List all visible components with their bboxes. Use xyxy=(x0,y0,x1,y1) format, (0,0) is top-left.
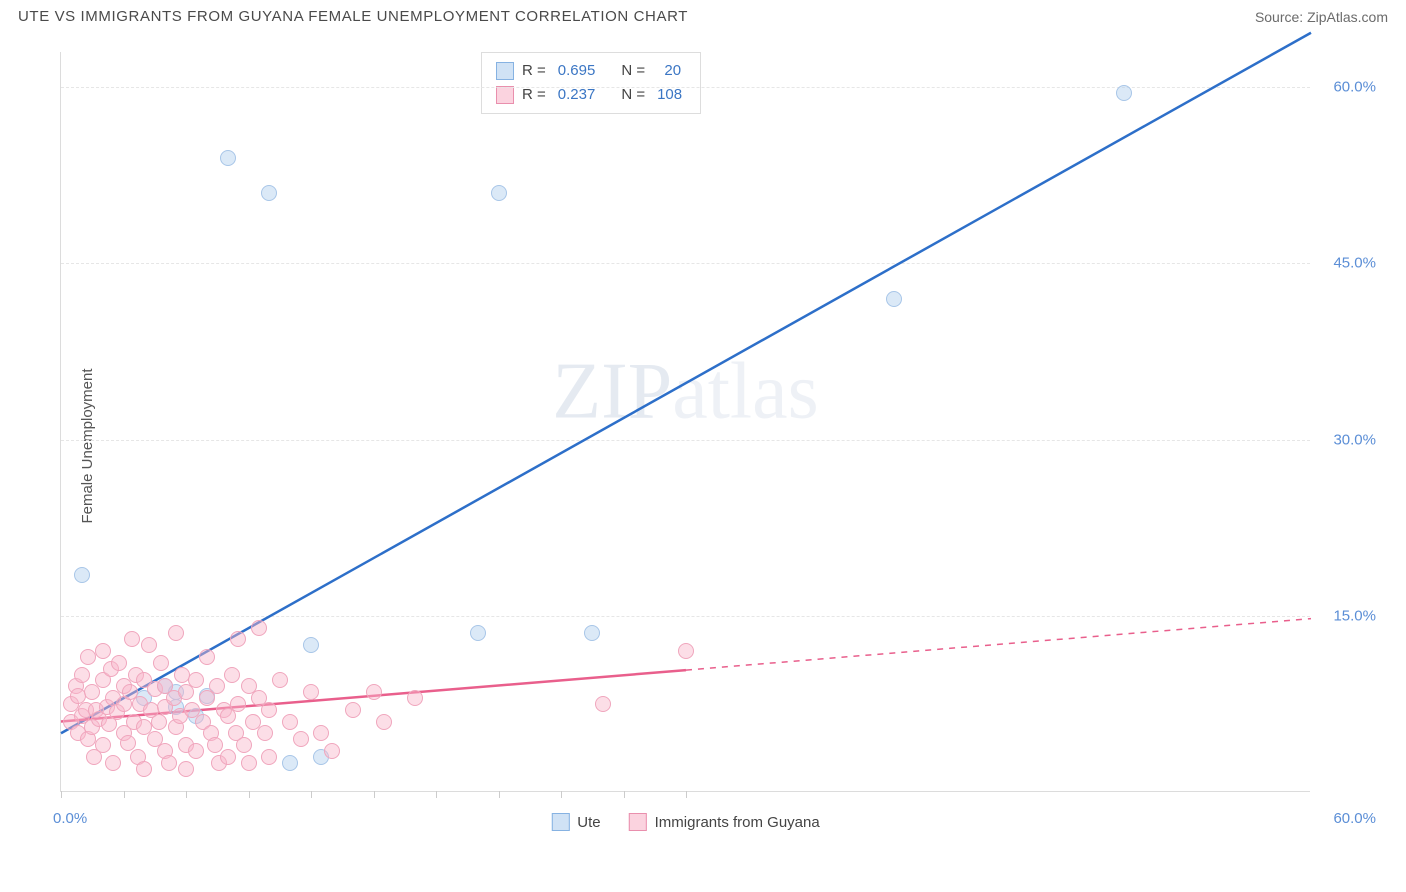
data-point xyxy=(678,643,694,659)
data-point xyxy=(366,684,382,700)
data-point xyxy=(151,714,167,730)
regression-line-guyana-dashed xyxy=(686,619,1311,670)
chart-header: UTE VS IMMIGRANTS FROM GUYANA FEMALE UNE… xyxy=(0,0,1406,31)
data-point xyxy=(136,761,152,777)
data-point xyxy=(120,735,136,751)
data-point xyxy=(105,755,121,771)
data-point xyxy=(595,696,611,712)
y-tick-label: 15.0% xyxy=(1333,607,1376,624)
data-point xyxy=(261,702,277,718)
data-point xyxy=(141,637,157,653)
data-point xyxy=(95,643,111,659)
data-point xyxy=(111,655,127,671)
data-point xyxy=(74,667,90,683)
legend-item: Ute xyxy=(551,813,600,831)
x-tick xyxy=(311,791,312,798)
x-origin-label: 0.0% xyxy=(53,810,87,827)
x-tick xyxy=(249,791,250,798)
data-point xyxy=(199,649,215,665)
data-point xyxy=(80,649,96,665)
data-point xyxy=(470,625,486,641)
data-point xyxy=(491,185,507,201)
x-tick xyxy=(61,791,62,798)
data-point xyxy=(251,620,267,636)
x-end-label: 60.0% xyxy=(1333,810,1376,827)
series-legend: Ute Immigrants from Guyana xyxy=(551,813,819,831)
chart-title: UTE VS IMMIGRANTS FROM GUYANA FEMALE UNE… xyxy=(18,8,688,25)
chart-area: Female Unemployment ZIPatlas R = 0.695 N… xyxy=(18,42,1388,850)
x-tick xyxy=(374,791,375,798)
legend-label: Immigrants from Guyana xyxy=(655,814,820,831)
x-tick xyxy=(436,791,437,798)
data-point xyxy=(74,567,90,583)
data-point xyxy=(168,625,184,641)
chart-source: Source: ZipAtlas.com xyxy=(1255,9,1388,25)
swatch-pink xyxy=(629,813,647,831)
data-point xyxy=(1116,85,1132,101)
legend-label: Ute xyxy=(577,814,600,831)
data-point xyxy=(178,761,194,777)
data-point xyxy=(376,714,392,730)
data-point xyxy=(886,291,902,307)
swatch-blue xyxy=(551,813,569,831)
x-tick xyxy=(561,791,562,798)
data-point xyxy=(95,737,111,753)
data-point xyxy=(153,655,169,671)
data-point xyxy=(282,714,298,730)
x-tick xyxy=(624,791,625,798)
legend-item: Immigrants from Guyana xyxy=(629,813,820,831)
data-point xyxy=(324,743,340,759)
x-tick xyxy=(499,791,500,798)
plot-area: ZIPatlas R = 0.695 N = 20 R = 0.237 N = … xyxy=(60,52,1310,792)
x-tick xyxy=(686,791,687,798)
data-point xyxy=(230,696,246,712)
data-point xyxy=(261,749,277,765)
data-point xyxy=(220,749,236,765)
data-point xyxy=(161,755,177,771)
data-point xyxy=(224,667,240,683)
y-tick-label: 45.0% xyxy=(1333,255,1376,272)
x-tick xyxy=(186,791,187,798)
data-point xyxy=(282,755,298,771)
data-point xyxy=(293,731,309,747)
x-tick xyxy=(124,791,125,798)
regression-line-ute xyxy=(61,33,1311,734)
y-tick-label: 60.0% xyxy=(1333,79,1376,96)
y-tick-label: 30.0% xyxy=(1333,431,1376,448)
data-point xyxy=(345,702,361,718)
data-point xyxy=(241,755,257,771)
data-point xyxy=(220,150,236,166)
